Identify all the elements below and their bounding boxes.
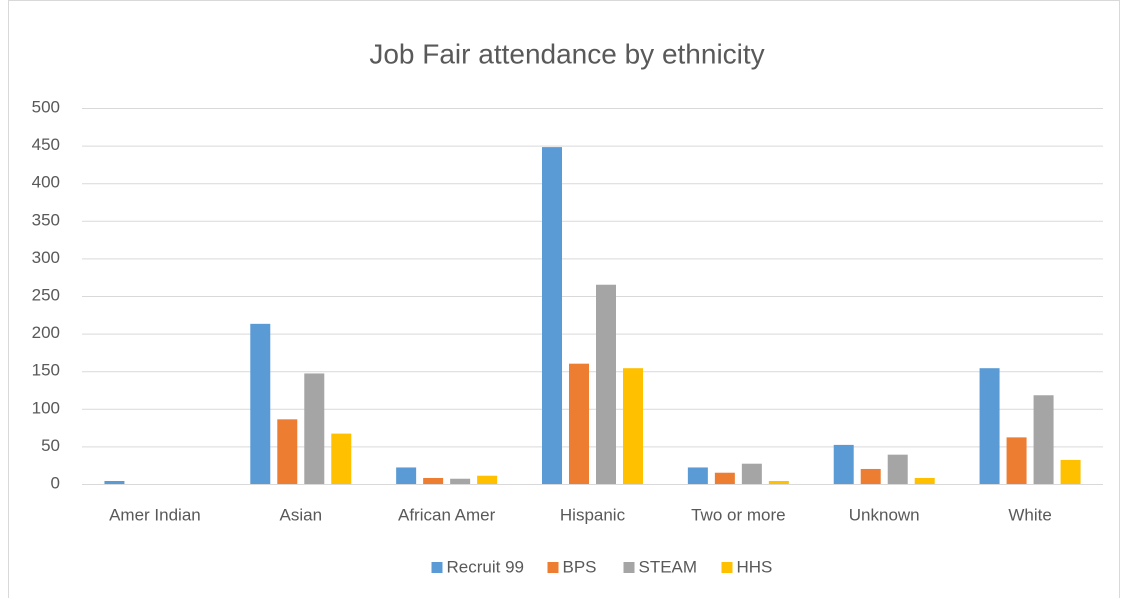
legend-swatch xyxy=(547,562,559,573)
bar xyxy=(477,475,498,484)
bar xyxy=(596,284,616,484)
bar xyxy=(1006,437,1027,484)
legend-swatch xyxy=(721,562,733,573)
x-tick-label: Hispanic xyxy=(560,505,626,524)
bar xyxy=(768,480,789,484)
y-tick-label: 0 xyxy=(51,473,60,492)
bar xyxy=(250,323,271,484)
x-tick-label: White xyxy=(1008,505,1051,524)
y-tick-label: 250 xyxy=(32,285,60,304)
chart-border xyxy=(8,0,1120,603)
x-tick-label: Unknown xyxy=(849,505,920,524)
chart-title: Job Fair attendance by ethnicity xyxy=(369,38,764,69)
y-tick-label: 150 xyxy=(32,361,60,380)
bar xyxy=(277,419,298,484)
x-tick-label: Asian xyxy=(280,505,323,524)
bar xyxy=(714,472,735,484)
x-tick-label: African Amer xyxy=(398,505,496,524)
bar xyxy=(741,463,762,484)
x-tick-label: Amer Indian xyxy=(109,505,201,524)
y-tick-label: 300 xyxy=(32,248,60,267)
bar xyxy=(860,468,881,484)
x-tick-label: Two or more xyxy=(691,505,785,524)
bar xyxy=(623,368,643,484)
y-tick-label: 450 xyxy=(32,135,60,154)
bar xyxy=(833,444,854,484)
legend-swatch xyxy=(623,562,635,573)
bar xyxy=(569,363,589,484)
legend-label: BPS xyxy=(563,557,597,576)
y-tick-label: 500 xyxy=(32,97,60,116)
legend-label: Recruit 99 xyxy=(447,557,524,576)
bar xyxy=(687,467,708,484)
y-tick-label: 50 xyxy=(41,436,60,455)
bar xyxy=(887,454,908,484)
y-tick-label: 100 xyxy=(32,398,60,417)
legend-swatch xyxy=(431,562,443,573)
bar xyxy=(396,467,417,484)
y-tick-label: 400 xyxy=(32,173,60,192)
y-tick-label: 200 xyxy=(32,323,60,342)
bar xyxy=(542,147,562,484)
bar xyxy=(979,368,1000,484)
bar xyxy=(1033,395,1054,484)
bar xyxy=(423,477,444,484)
bar xyxy=(1060,459,1081,484)
bar xyxy=(304,373,325,484)
legend-label: STEAM xyxy=(639,557,698,576)
legend-label: HHS xyxy=(737,557,773,576)
y-tick-label: 350 xyxy=(32,210,60,229)
bar xyxy=(104,480,125,484)
bar xyxy=(914,477,935,484)
bar xyxy=(331,433,352,484)
bar xyxy=(450,478,471,484)
